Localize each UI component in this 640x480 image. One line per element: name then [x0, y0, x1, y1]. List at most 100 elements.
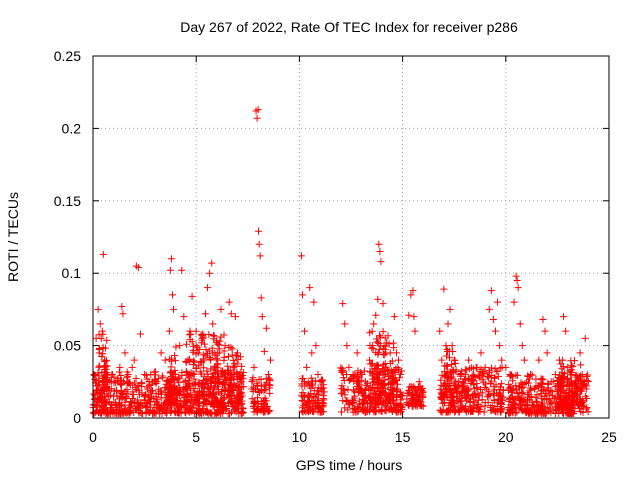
data-point [229, 364, 237, 372]
axis-ticks: 0 5 10 15 20 25 0 0.05 0.1 0.15 0.2 0.25 [54, 48, 617, 445]
data-point [517, 379, 525, 387]
data-point [555, 356, 563, 364]
data-point [95, 331, 103, 339]
data-point [224, 352, 232, 360]
data-point [155, 404, 163, 412]
data-point [118, 303, 126, 311]
data-point [319, 399, 327, 407]
data-point [486, 380, 494, 388]
data-point [194, 379, 202, 387]
data-point [195, 345, 203, 353]
data-point [202, 398, 210, 406]
data-point [496, 364, 504, 372]
data-point [506, 385, 514, 393]
data-point [213, 339, 221, 347]
data-point [213, 375, 221, 383]
data-point [473, 400, 481, 408]
data-point [561, 396, 569, 404]
data-point [338, 365, 346, 373]
data-point [543, 349, 551, 357]
data-point [526, 375, 534, 383]
data-point [147, 394, 155, 402]
data-point [349, 371, 357, 379]
data-point [394, 356, 402, 364]
data-point [99, 386, 107, 394]
data-point [124, 378, 132, 386]
data-point [186, 336, 194, 344]
data-point [157, 349, 165, 357]
data-point [217, 367, 225, 375]
data-point [306, 394, 314, 402]
data-point [406, 383, 414, 391]
data-point [370, 320, 378, 328]
data-point [111, 409, 119, 417]
data-point [509, 395, 517, 403]
data-point [375, 383, 383, 391]
y-tick-label: 0.05 [54, 338, 81, 354]
data-point [485, 374, 493, 382]
data-point [255, 376, 263, 384]
data-point [221, 394, 229, 402]
data-point [487, 406, 495, 414]
data-point [407, 291, 415, 299]
data-point [541, 327, 549, 335]
data-point [480, 370, 488, 378]
data-point [200, 340, 208, 348]
data-point [369, 342, 377, 350]
data-point [346, 401, 354, 409]
data-point [195, 410, 203, 418]
x-tick-label: 0 [89, 429, 97, 445]
data-point [572, 384, 580, 392]
data-point [502, 363, 510, 371]
data-point [475, 392, 483, 400]
data-point [107, 400, 115, 408]
data-point [116, 363, 124, 371]
data-point [473, 363, 481, 371]
data-point [314, 387, 322, 395]
data-point [113, 387, 121, 395]
data-point [481, 363, 489, 371]
data-point [262, 324, 270, 332]
data-point [215, 399, 223, 407]
data-point [439, 399, 447, 407]
data-point [573, 383, 581, 391]
data-point [90, 371, 98, 379]
data-point [102, 344, 110, 352]
data-point [354, 369, 362, 377]
data-point [182, 340, 190, 348]
data-point [109, 371, 117, 379]
data-point [526, 384, 534, 392]
data-point [122, 392, 130, 400]
data-point [469, 405, 477, 413]
data-point [135, 387, 143, 395]
data-point [238, 408, 246, 416]
data-point [354, 408, 362, 416]
data-point [488, 364, 496, 372]
data-point [194, 349, 202, 357]
data-point [345, 363, 353, 371]
data-point [514, 393, 522, 401]
data-point [381, 403, 389, 411]
data-point [123, 374, 131, 382]
data-point [248, 378, 256, 386]
data-point [161, 356, 169, 364]
data-point [538, 390, 546, 398]
data-point [142, 390, 150, 398]
data-point [381, 371, 389, 379]
data-point [368, 396, 376, 404]
data-point [474, 396, 482, 404]
data-point [339, 397, 347, 405]
data-point [95, 398, 103, 406]
data-point [221, 387, 229, 395]
data-point [448, 342, 456, 350]
data-point [455, 408, 463, 416]
data-point [238, 362, 246, 370]
data-point [561, 370, 569, 378]
data-point [185, 380, 193, 388]
data-point [138, 402, 146, 410]
data-point [516, 400, 524, 408]
data-point [299, 403, 307, 411]
data-point [102, 371, 110, 379]
data-point [95, 377, 103, 385]
data-point [186, 386, 194, 394]
